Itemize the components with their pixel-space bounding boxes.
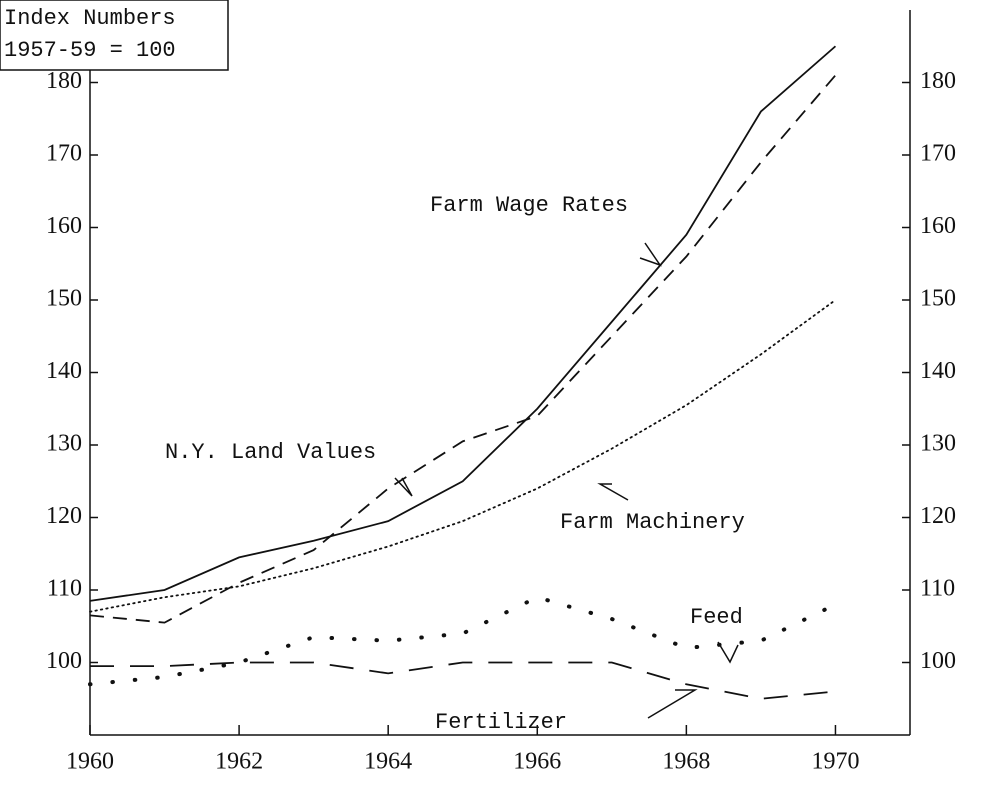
x-tick-label: 1962: [215, 749, 263, 775]
axis-label: 1957-59 = 100: [4, 38, 176, 63]
y2-tick-label: 110: [920, 576, 955, 602]
y-tick-label: 130: [46, 431, 82, 457]
x-tick-label: 1960: [66, 749, 114, 775]
series-label: Farm Wage Rates: [430, 193, 628, 218]
y2-tick-label: 180: [920, 68, 956, 94]
series-label: N.Y. Land Values: [165, 440, 376, 465]
x-tick-label: 1966: [513, 749, 561, 775]
y-tick-label: 160: [46, 213, 82, 239]
y2-tick-label: 170: [920, 141, 956, 167]
y-tick-label: 150: [46, 286, 82, 312]
series-line: [90, 661, 836, 700]
series-label: Feed: [690, 605, 743, 630]
series-label: Farm Machinery: [560, 510, 745, 535]
label-box: [0, 0, 229, 71]
series-line: [89, 74, 837, 624]
series-label: Fertilizer: [435, 710, 567, 735]
label-arrow: [597, 483, 629, 501]
y2-tick-label: 140: [920, 358, 956, 384]
series-line: [89, 45, 837, 602]
y-tick-label: 120: [46, 503, 82, 529]
label-arrow: [639, 242, 662, 267]
x-tick-label: 1970: [811, 749, 859, 775]
y2-tick-label: 150: [920, 286, 956, 312]
y-tick-label: 170: [46, 141, 82, 167]
x-tick-label: 1964: [364, 749, 412, 775]
x-tick-label: 1968: [662, 749, 710, 775]
series-line: [89, 299, 837, 613]
axis-label: Index Numbers: [4, 6, 176, 31]
y2-tick-label: 120: [920, 503, 956, 529]
y-tick-label: 140: [46, 358, 82, 384]
label-arrow: [394, 477, 413, 497]
y-tick-label: 180: [46, 68, 82, 94]
y2-tick-label: 130: [920, 431, 956, 457]
y2-tick-label: 100: [920, 648, 956, 674]
y-tick-label: 110: [47, 576, 82, 602]
y-tick-label: 100: [46, 648, 82, 674]
y2-tick-label: 160: [920, 213, 956, 239]
label-arrow: [717, 641, 739, 664]
label-arrow: [647, 689, 698, 719]
